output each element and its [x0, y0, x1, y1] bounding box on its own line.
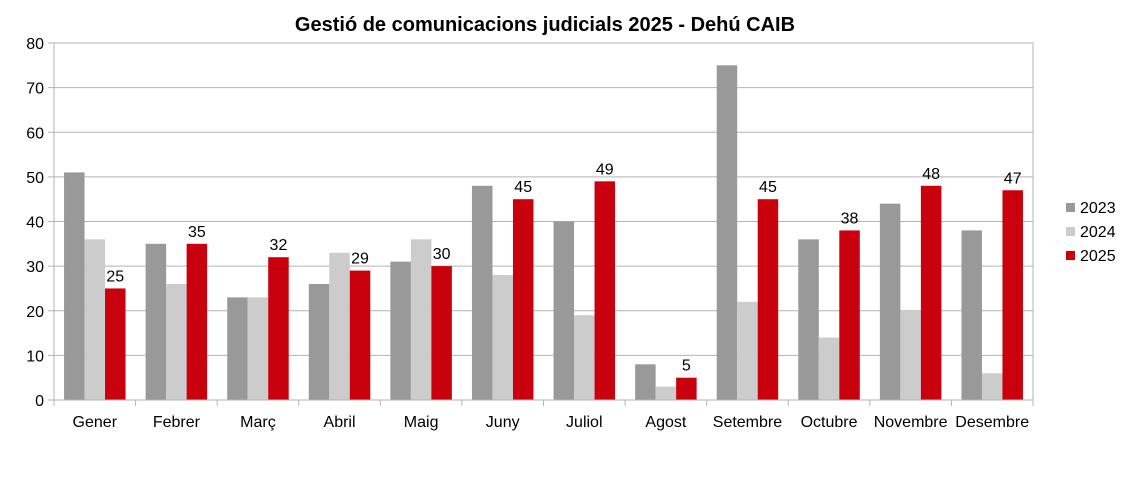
- x-tick-label: Desembre: [955, 414, 1029, 431]
- bar-2023-març: [227, 297, 248, 400]
- bar-2024-març: [247, 297, 269, 400]
- data-label-2025: 47: [1004, 170, 1022, 187]
- bar-2025-gener: [105, 288, 126, 400]
- bar-2023-novembre: [879, 203, 901, 400]
- bar-2025-desembre: [1002, 190, 1023, 400]
- x-tick-label: Març: [240, 414, 276, 431]
- data-label-2025: 32: [270, 237, 288, 254]
- legend-label-2024: 2024: [1080, 224, 1116, 241]
- bar-2023-abril: [308, 283, 330, 400]
- bar-2023-juny: [471, 185, 493, 400]
- bar-2024-desembre: [981, 373, 1003, 400]
- y-tick-label: 40: [26, 215, 44, 232]
- x-tick-label: Abril: [324, 414, 356, 431]
- bars: [64, 65, 1023, 400]
- y-tick-label: 0: [35, 393, 44, 410]
- y-tick-label: 70: [26, 81, 44, 98]
- legend: 2023 2024 2025: [1066, 200, 1116, 265]
- bar-2023-juliol: [553, 221, 575, 400]
- bar-2023-desembre: [961, 230, 982, 400]
- bar-2024-agost: [655, 386, 677, 400]
- data-labels: 25 35 32 29 30 45 49 5 45 38 48 47: [106, 161, 1021, 374]
- x-tick-label: Juny: [486, 414, 520, 431]
- data-label-2025: 29: [351, 251, 369, 268]
- x-tick-label: Juliol: [566, 414, 602, 431]
- y-tick-label: 50: [26, 170, 44, 187]
- bar-2025-març: [268, 257, 289, 400]
- bar-2023-maig: [390, 261, 411, 400]
- x-tick-label: Agost: [645, 414, 686, 431]
- y-tick-label: 20: [26, 304, 44, 321]
- bar-2024-maig: [410, 239, 432, 400]
- bar-2024-novembre: [900, 310, 921, 400]
- bar-2025-novembre: [920, 185, 942, 400]
- y-tick-label: 10: [26, 348, 44, 365]
- bar-2025-agost: [676, 377, 697, 400]
- x-axis-ticks: Gener Febrer Març Abril Maig Juny Juliol Agost S…: [53, 400, 1034, 431]
- x-tick-label: Gener: [73, 414, 118, 431]
- bar-2024-octubre: [818, 337, 840, 400]
- x-tick-label: Octubre: [801, 414, 858, 431]
- data-label-2025: 49: [596, 161, 614, 178]
- bar-2025-juliol: [594, 181, 616, 400]
- data-label-2025: 5: [682, 358, 691, 375]
- bar-2024-juny: [492, 275, 513, 400]
- gridlines: [54, 42, 1033, 356]
- data-label-2025: 35: [188, 224, 206, 241]
- bar-2023-febrer: [145, 243, 167, 400]
- chart-title: Gestió de comunicacions judicials 2025 -…: [295, 14, 795, 36]
- data-label-2025: 48: [922, 166, 940, 183]
- x-tick-label: Novembre: [874, 414, 948, 431]
- legend-label-2023: 2023: [1080, 200, 1116, 217]
- bar-2025-febrer: [186, 243, 208, 400]
- bar-2025-juny: [512, 199, 534, 400]
- x-tick-label: Febrer: [153, 414, 201, 431]
- bar-2025-octubre: [839, 230, 860, 400]
- legend-swatch-2024: [1066, 227, 1075, 236]
- y-tick-label: 60: [26, 125, 44, 142]
- bar-2024-abril: [329, 252, 350, 400]
- data-label-2025: 30: [433, 246, 451, 263]
- bar-2023-octubre: [798, 239, 819, 400]
- bar-2025-abril: [349, 270, 371, 400]
- bar-2023-gener: [64, 172, 85, 400]
- legend-swatch-2025: [1066, 251, 1075, 260]
- legend-swatch-2023: [1066, 203, 1075, 212]
- bar-2023-agost: [635, 364, 656, 400]
- y-axis-ticks: 0 10 20 30 40 50 60 70 80: [26, 36, 54, 410]
- x-tick-label: Maig: [404, 414, 439, 431]
- bar-2024-gener: [84, 239, 106, 400]
- bar-2024-febrer: [166, 283, 187, 400]
- bar-2024-juliol: [574, 315, 595, 400]
- legend-label-2025: 2025: [1080, 248, 1116, 265]
- data-label-2025: 45: [514, 179, 532, 196]
- data-label-2025: 45: [759, 179, 777, 196]
- bar-2025-setembre: [757, 199, 779, 400]
- bar-2024-setembre: [737, 301, 758, 400]
- y-tick-label: 80: [26, 36, 44, 53]
- bar-2025-maig: [431, 266, 452, 400]
- x-tick-label: Setembre: [713, 414, 782, 431]
- data-label-2025: 25: [106, 268, 124, 285]
- data-label-2025: 38: [841, 210, 859, 227]
- bar-2023-setembre: [716, 65, 738, 400]
- y-tick-label: 30: [26, 259, 44, 276]
